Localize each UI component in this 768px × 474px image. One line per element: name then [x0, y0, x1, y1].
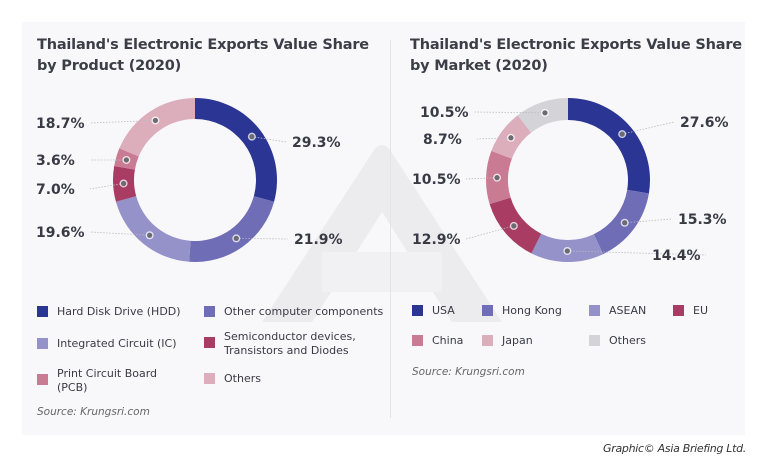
data-label: 18.7%	[36, 116, 85, 132]
donut-slice-other-computer-components	[189, 196, 275, 262]
legend-label-line: Semiconductor devices,	[224, 330, 356, 343]
chart-title-market: Thailand's Electronic Exports Value Shar…	[410, 35, 742, 77]
legend-swatch	[482, 335, 493, 346]
marker-dot	[494, 175, 500, 181]
data-label: 10.5%	[412, 172, 461, 188]
legend-label: Others	[609, 334, 646, 347]
graphic-credit: Graphic© Asia Briefing Ltd.	[603, 442, 746, 455]
legend-label: Other computer components	[224, 305, 384, 318]
legend-swatch	[37, 374, 48, 385]
legend-label-line: Print Circuit Board	[57, 367, 158, 380]
donut-charts: 29.3% 21.9% 19.6% 7.0% 3.6% 18.7% 27.6% 15.3% 14…	[36, 98, 729, 264]
data-label: 12.9%	[412, 232, 461, 248]
marker-dot	[249, 134, 255, 140]
watermark-logo-icon	[262, 145, 502, 322]
legend-label: Print Circuit Board (PCB)	[57, 367, 157, 395]
data-label: 15.3%	[678, 212, 727, 228]
legend-label: Japan	[502, 334, 533, 347]
title-line: by Product (2020)	[37, 58, 182, 74]
legend-item-japan: Japan	[482, 334, 533, 348]
chart-title-product: Thailand's Electronic Exports Value Shar…	[37, 35, 369, 77]
legend-label: Others	[224, 372, 261, 385]
marker-dot	[508, 135, 514, 141]
legend-swatch	[673, 305, 684, 316]
legend-item-other-components: Other computer components	[204, 305, 383, 319]
data-label: 27.6%	[680, 115, 729, 131]
data-label: 3.6%	[36, 153, 75, 169]
legend-item-asean: ASEAN	[589, 304, 646, 318]
marker-dot	[619, 131, 625, 137]
legend-item-others: Others	[204, 372, 261, 386]
title-line: Thailand's Electronic Exports Value Shar…	[410, 37, 742, 53]
leader-line	[89, 231, 150, 236]
source-note-market: Source: Krungsri.com	[412, 366, 525, 378]
legend-swatch	[589, 335, 600, 346]
marker-dot	[120, 180, 127, 187]
infographic-panel: Thailand's Electronic Exports Value Shar…	[22, 22, 745, 435]
data-label: 8.7%	[423, 132, 462, 148]
legend-label: Hong Kong	[502, 304, 562, 317]
legend-label: Semiconductor devices, Transistors and D…	[224, 330, 356, 358]
panel-divider	[390, 40, 391, 418]
legend-label: Hard Disk Drive (HDD)	[57, 305, 181, 318]
legend-item-hong-kong: Hong Kong	[482, 304, 562, 318]
title-line: Thailand's Electronic Exports Value Shar…	[37, 37, 369, 53]
legend-swatch	[412, 305, 423, 316]
legend-swatch	[589, 305, 600, 316]
marker-dot	[542, 110, 548, 116]
leader-line	[624, 218, 673, 224]
data-label: 19.6%	[36, 225, 85, 241]
leader-line	[567, 250, 707, 256]
donut-slice-hard-disk-drive-hdd-	[195, 98, 277, 202]
legend-item-semiconductor: Semiconductor devices, Transistors and D…	[204, 330, 356, 358]
legend-label-line: Transistors and Diodes	[224, 344, 349, 357]
legend-swatch	[204, 306, 215, 317]
legend-swatch	[204, 337, 215, 348]
leader-line	[89, 120, 156, 124]
source-note-product: Source: Krungsri.com	[37, 406, 150, 418]
legend-item-others: Others	[589, 334, 646, 348]
donut-slice-usa	[568, 98, 650, 194]
legend-item-usa: USA	[412, 304, 455, 318]
marker-dot	[147, 232, 153, 238]
leader-line	[465, 177, 498, 180]
legend-item-eu: EU	[673, 304, 708, 318]
legend-label: ASEAN	[609, 304, 647, 317]
data-label: 29.3%	[292, 135, 341, 151]
data-label: 14.4%	[652, 248, 701, 264]
legend-item-ic: Integrated Circuit (IC)	[37, 337, 177, 351]
marker-dot	[123, 157, 129, 163]
legend-swatch	[412, 335, 423, 346]
marker-dot	[622, 220, 628, 226]
legend-label: EU	[693, 304, 709, 317]
marker-dot	[152, 117, 159, 124]
leader-line	[465, 225, 514, 240]
legend-item-china: China	[412, 334, 463, 348]
data-label: 10.5%	[420, 105, 469, 121]
legend-swatch	[37, 306, 48, 317]
leader-line	[476, 137, 511, 140]
data-label: 7.0%	[36, 182, 75, 198]
legend-label: China	[432, 334, 464, 347]
legend-label: USA	[432, 304, 455, 317]
legend-item-pcb: Print Circuit Board (PCB)	[37, 367, 157, 395]
legend-swatch	[482, 305, 493, 316]
donut-slice-integrated-circuit-ic-	[115, 196, 191, 262]
marker-dot	[564, 248, 570, 254]
legend-swatch	[204, 373, 215, 384]
title-line: by Market (2020)	[410, 58, 548, 74]
donut-slice-others	[119, 98, 195, 157]
legend-swatch	[37, 338, 48, 349]
leader-line	[89, 183, 124, 190]
marker-dot	[511, 223, 517, 229]
legend-label: Integrated Circuit (IC)	[57, 337, 177, 350]
legend-item-hdd: Hard Disk Drive (HDD)	[37, 305, 181, 319]
data-label: 21.9%	[294, 232, 343, 248]
marker-dot	[233, 235, 239, 241]
leader-line	[236, 237, 289, 240]
legend-label-line: (PCB)	[57, 381, 88, 394]
